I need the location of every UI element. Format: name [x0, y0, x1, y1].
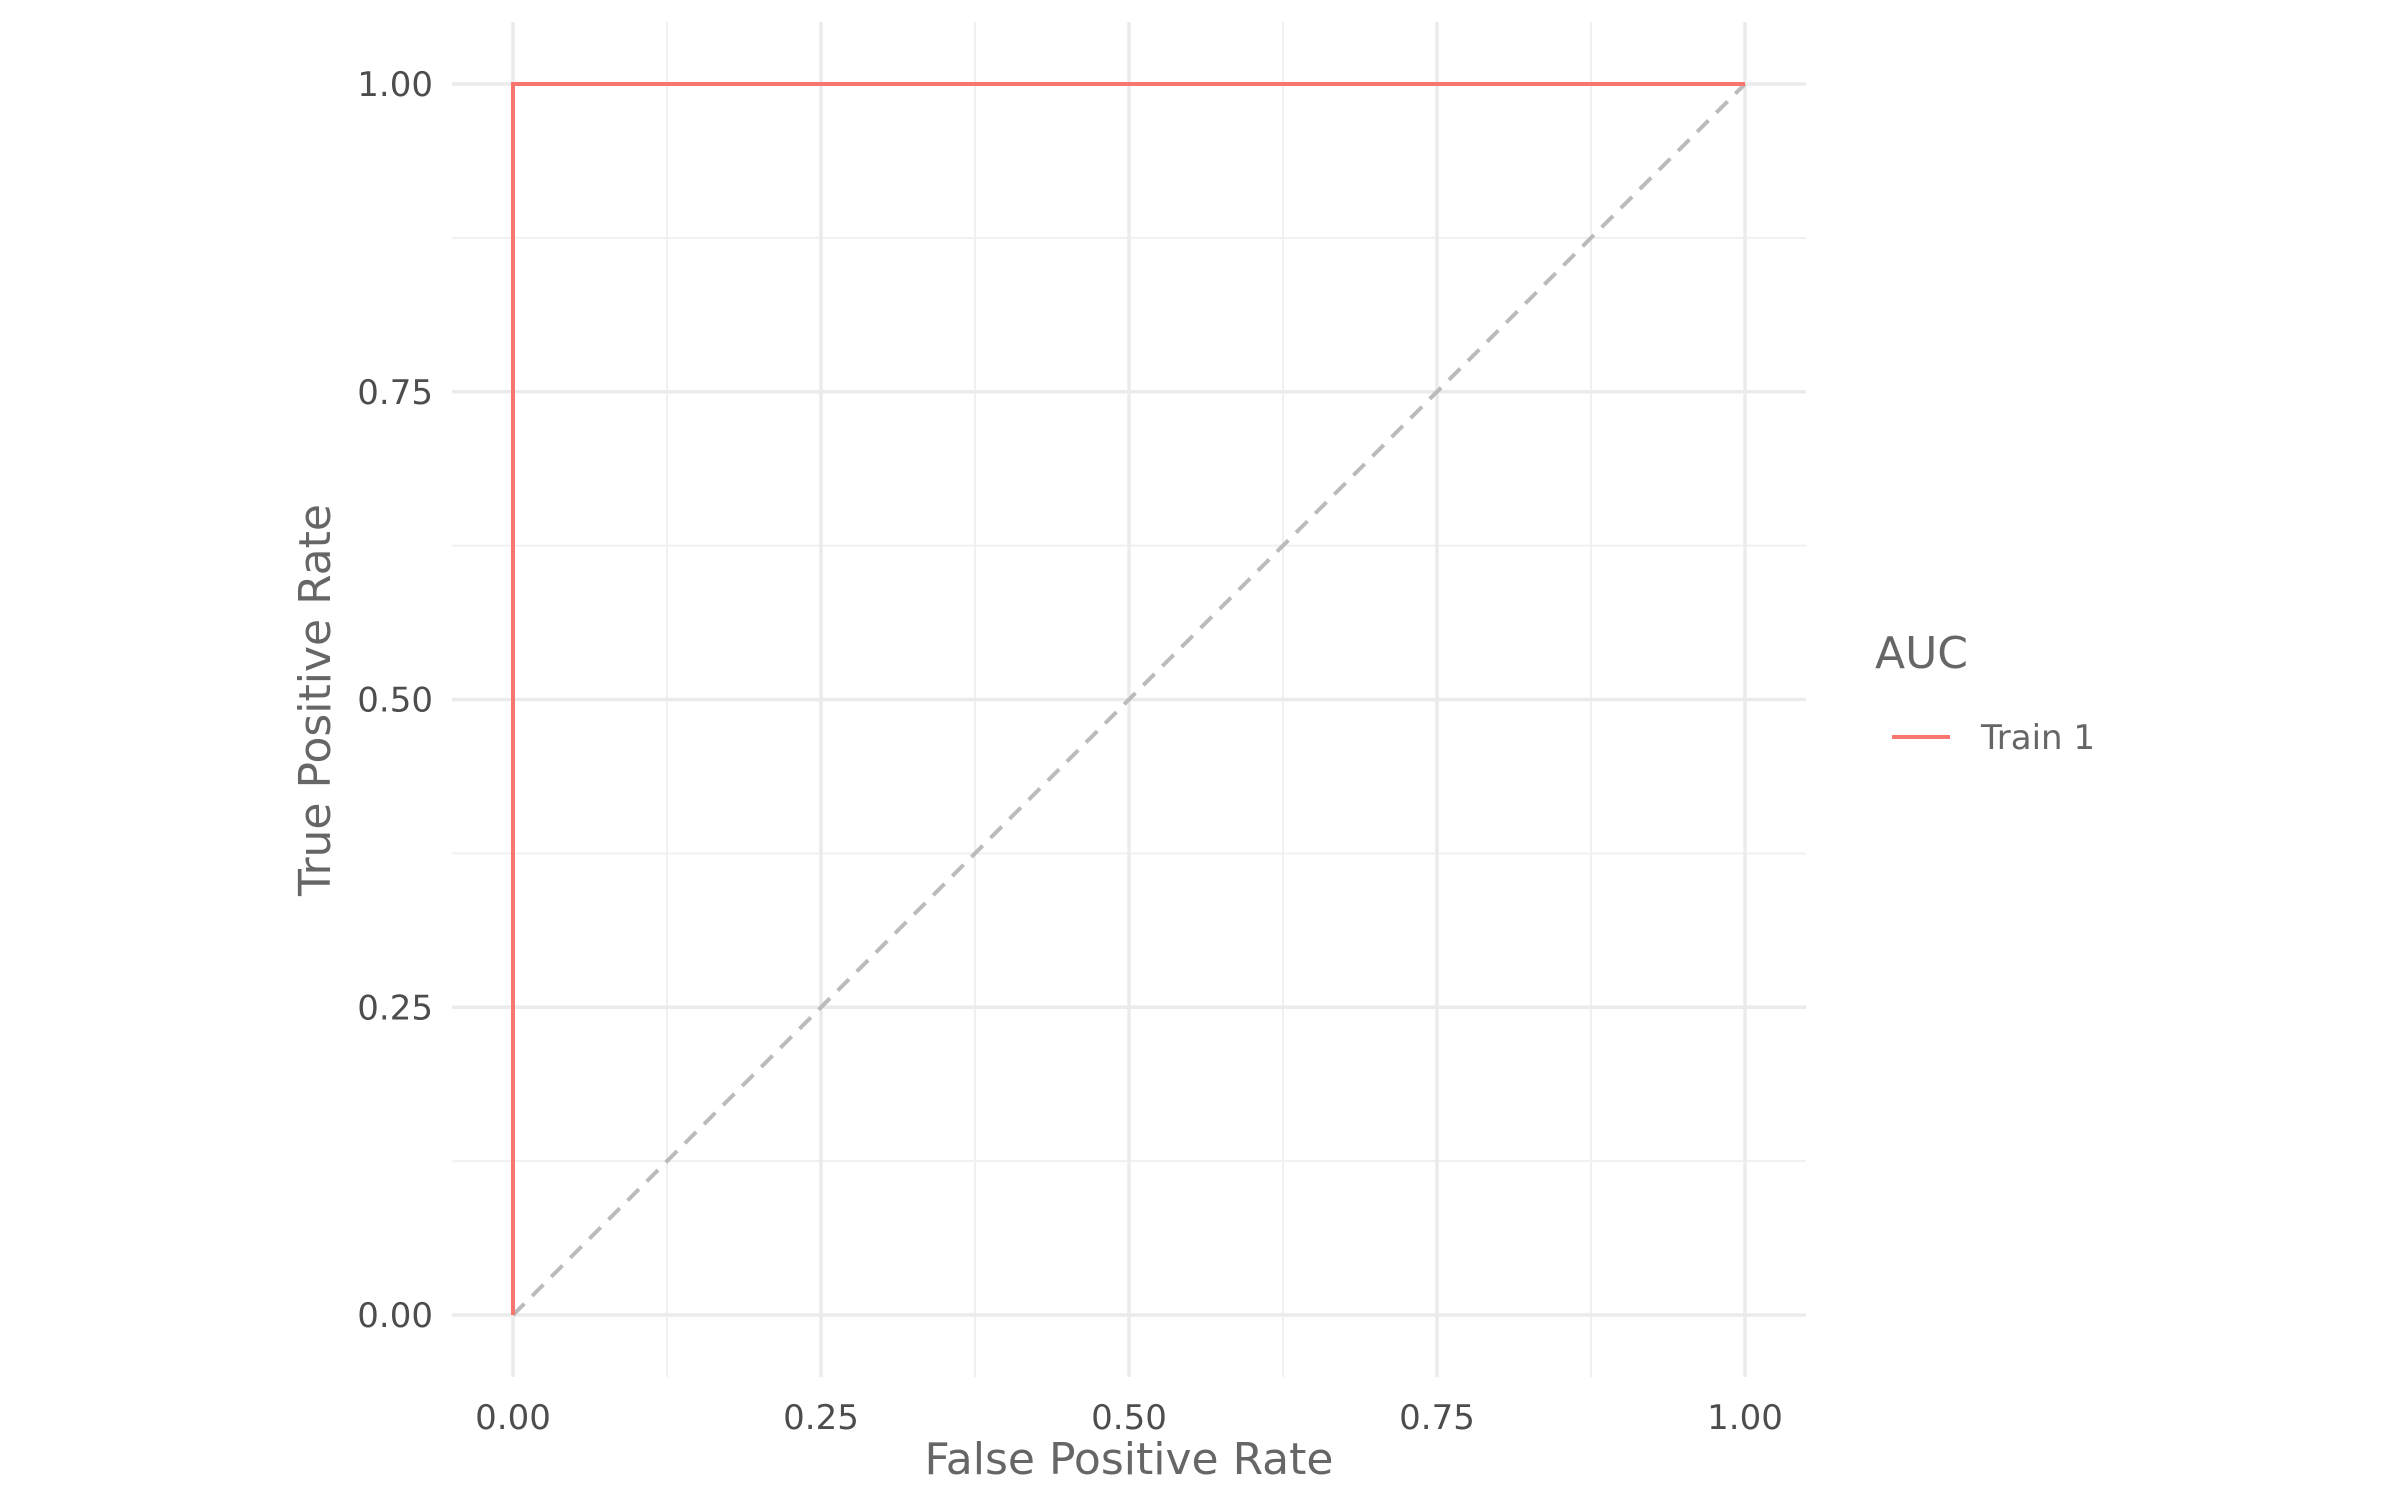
x-tick-label: 0.75 [1399, 1398, 1475, 1438]
reference-line-layer [511, 82, 1747, 1317]
x-tick-label: 1.00 [1707, 1398, 1783, 1438]
y-tick-label: 0.75 [357, 373, 433, 413]
y-axis-title: True Positive Rate [290, 504, 341, 897]
legend-items: Train 1 [1892, 718, 2095, 758]
x-tick-labels: 0.00 0.25 0.50 0.75 1.00 [475, 1398, 1783, 1438]
y-tick-labels: 0.00 0.25 0.50 0.75 1.00 [357, 65, 433, 1336]
y-tick-label: 0.50 [357, 681, 433, 721]
reference-diagonal-line [511, 82, 1747, 1317]
x-tick-label: 0.25 [783, 1398, 859, 1438]
x-tick-label: 0.00 [475, 1398, 551, 1438]
roc-curve-line [511, 82, 1745, 1315]
legend-title: AUC [1875, 628, 1968, 679]
y-tick-label: 0.00 [357, 1296, 433, 1336]
series-layer [511, 82, 1745, 1315]
y-tick-label: 0.25 [357, 988, 433, 1028]
y-tick-label: 1.00 [357, 65, 433, 105]
x-axis-title: False Positive Rate [925, 1434, 1334, 1485]
legend: AUC Train 1 [1875, 628, 2095, 758]
legend-label: Train 1 [1980, 718, 2095, 758]
x-tick-label: 0.50 [1091, 1398, 1167, 1438]
